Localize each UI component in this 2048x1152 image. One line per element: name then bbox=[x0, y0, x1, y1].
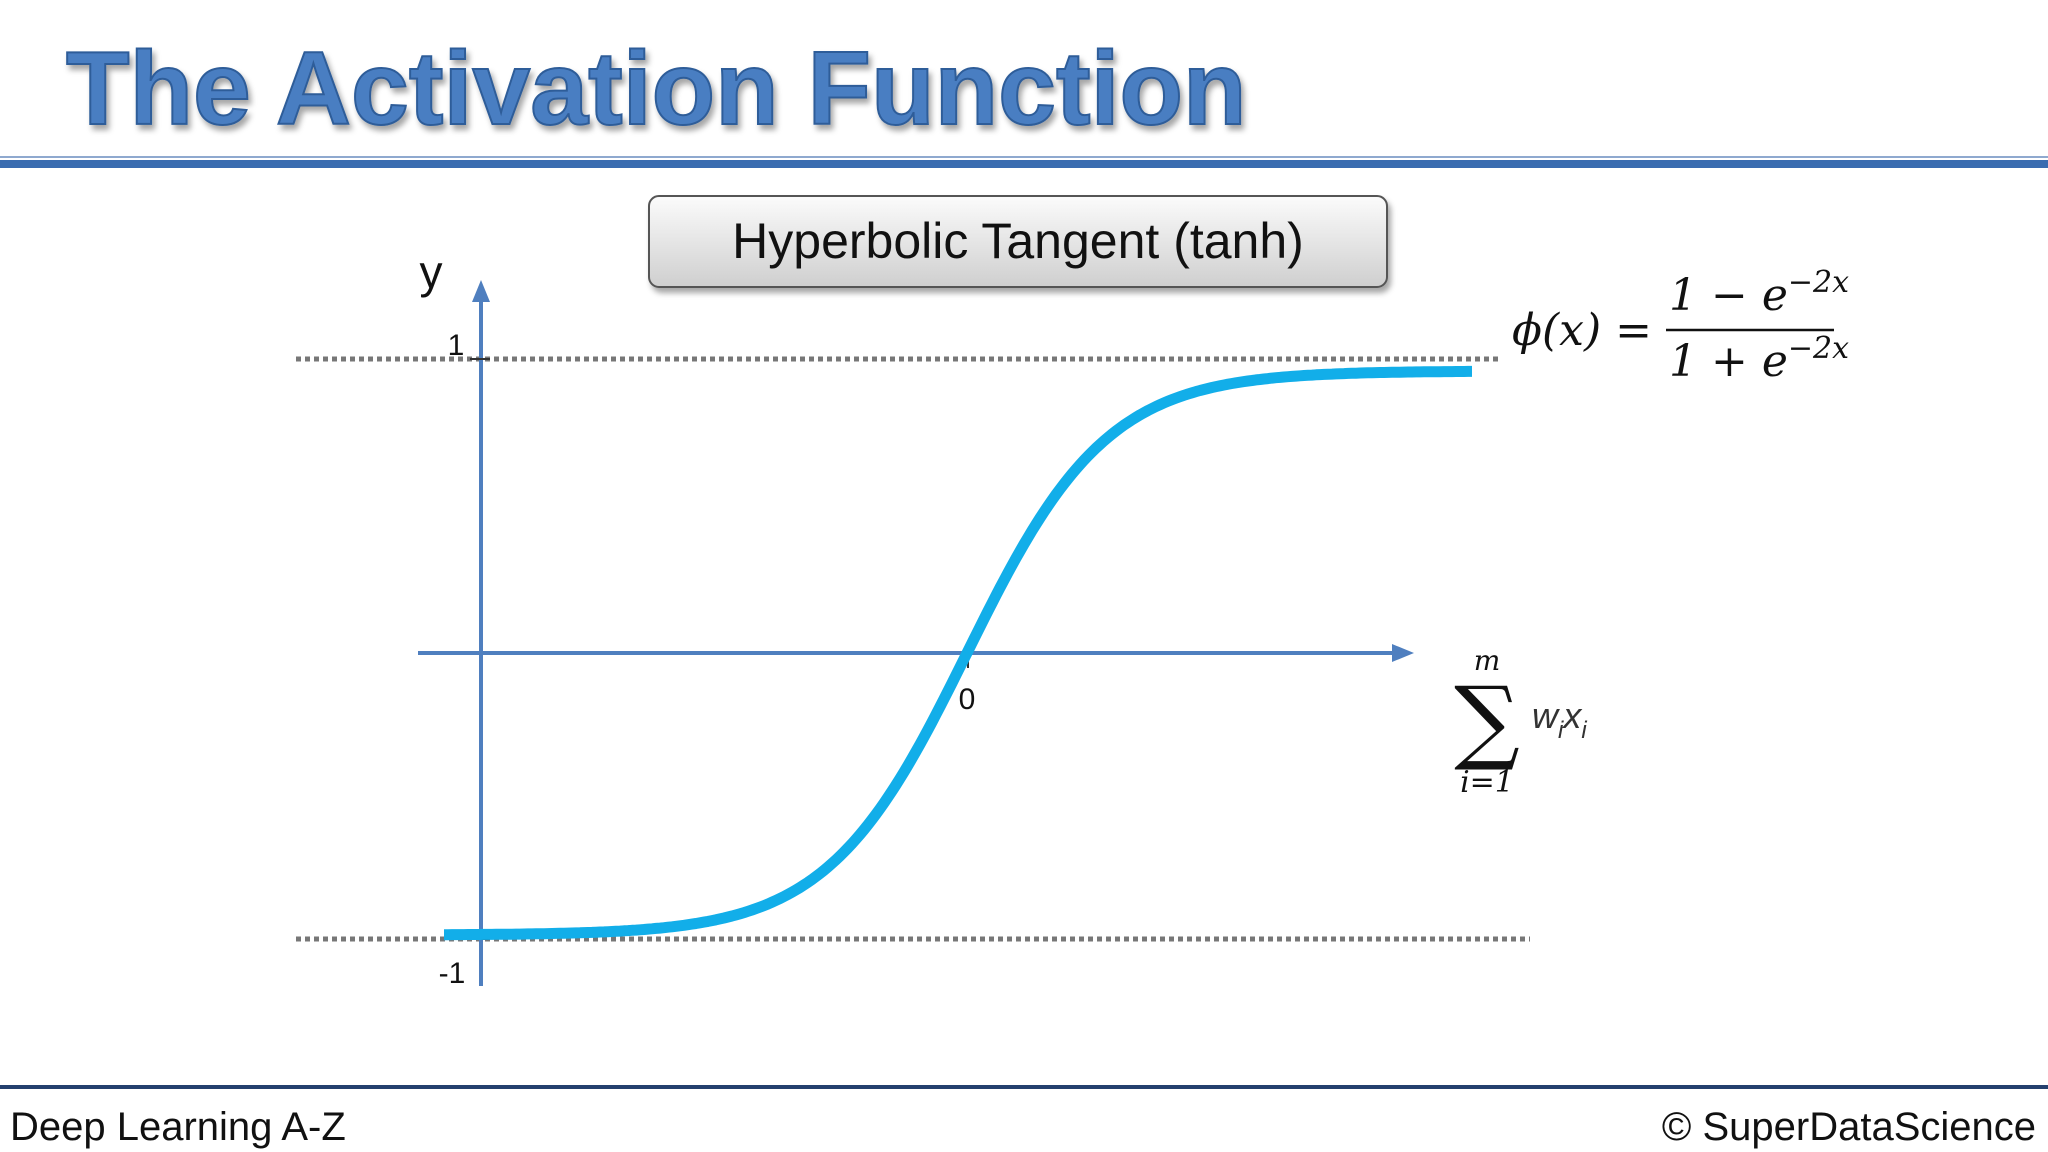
term-sub: i bbox=[1581, 717, 1587, 744]
tick-label: -1 bbox=[439, 957, 466, 990]
y-axis-label: y bbox=[420, 246, 443, 298]
sum-upper: m bbox=[1474, 644, 1501, 677]
formula-lhs: ϕ(x) = bbox=[1512, 305, 1652, 356]
label-box-text: Hyperbolic Tangent (tanh) bbox=[732, 213, 1304, 269]
term-base: x bbox=[1561, 695, 1583, 736]
sum-term: wixi bbox=[1532, 695, 1587, 744]
tick-label: 1 bbox=[448, 329, 465, 362]
tick-label: 0 bbox=[959, 683, 976, 716]
slide-title: The Activation Function bbox=[66, 31, 1247, 147]
numerator-base: 1 − e bbox=[1669, 270, 1788, 321]
sum-symbol: ∑ bbox=[1454, 667, 1520, 774]
x-axis-arrow bbox=[1392, 644, 1414, 662]
denominator-exponent: −2x bbox=[1788, 331, 1849, 366]
formula-numerator: 1 − e−2x bbox=[1669, 265, 1849, 321]
label-box bbox=[648, 195, 1388, 288]
term-base: w bbox=[1532, 695, 1560, 736]
tanh-curve bbox=[442, 365, 1474, 941]
footer-right: © SuperDataScience bbox=[1662, 1105, 2036, 1149]
denominator-base: 1 + e bbox=[1669, 336, 1788, 387]
numerator-exponent: −2x bbox=[1788, 265, 1849, 300]
term-sub: i bbox=[1558, 717, 1564, 744]
sum-lower: i=1 bbox=[1460, 765, 1514, 800]
y-axis-arrow bbox=[472, 280, 490, 302]
formula-denominator: 1 + e−2x bbox=[1669, 331, 1849, 387]
footer-left: Deep Learning A-Z bbox=[10, 1105, 346, 1149]
